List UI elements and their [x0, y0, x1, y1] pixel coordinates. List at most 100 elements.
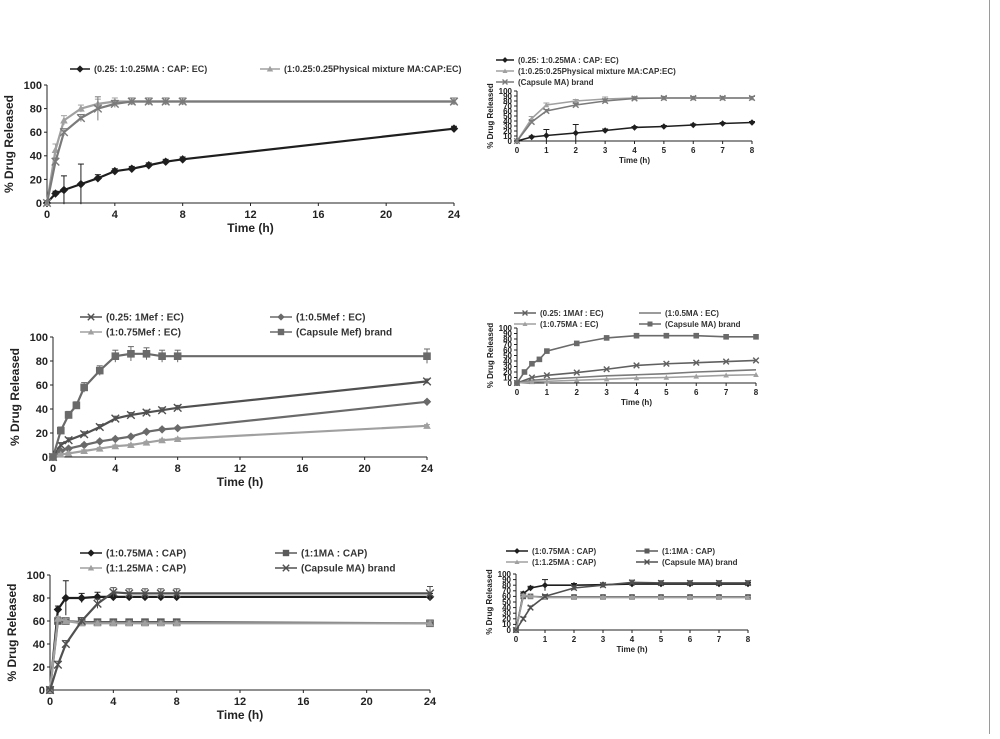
x-tick-label: 1 [544, 146, 549, 155]
data-point [111, 414, 120, 423]
x-tick-label: 16 [312, 209, 324, 221]
data-point [600, 594, 606, 600]
legend-label: (Capsule MA) brand [301, 564, 395, 575]
series-3 [513, 592, 751, 633]
x-tick-label: 8 [174, 696, 180, 708]
x-tick-label: 0 [47, 696, 53, 708]
data-point [748, 94, 756, 102]
data-point [45, 685, 55, 695]
data-point [752, 357, 760, 364]
data-point [572, 101, 580, 109]
x-tick-label: 12 [234, 463, 246, 475]
x-axis-label: Time (h) [619, 156, 650, 165]
data-point [178, 155, 187, 164]
data-point [541, 581, 549, 589]
series-line [516, 97, 752, 142]
data-point [692, 359, 700, 366]
x-tick-label: 0 [44, 209, 50, 221]
series-4 [45, 586, 435, 695]
y-tick-label: 70 [503, 102, 512, 111]
data-point [719, 94, 726, 102]
y-tick-label: 10 [502, 620, 511, 629]
series-line [48, 591, 430, 691]
data-point [449, 97, 459, 106]
x-tick-label: 4 [634, 388, 639, 397]
x-tick-label: 8 [175, 463, 181, 475]
y-tick-label: 40 [502, 603, 511, 612]
series-line [52, 424, 428, 459]
legend-label: (1:0.25:0.25Physical mixture MA:CAP:EC) [518, 67, 676, 76]
data-point [519, 615, 527, 623]
data-point [527, 604, 534, 611]
y-axis-label: % Drug Released [8, 348, 22, 446]
y-tick-label: 40 [36, 404, 48, 416]
x-tick-label: 4 [110, 696, 117, 708]
x-tick-label: 3 [603, 146, 608, 155]
data-point [690, 121, 697, 129]
y-tick-label: 10 [503, 373, 512, 382]
data-point [603, 365, 610, 373]
x-tick-label: 6 [688, 635, 693, 644]
y-tick-label: 30 [503, 122, 512, 131]
y-axis-label: % Drug Released [485, 569, 494, 634]
y-tick-label: 0 [42, 452, 48, 464]
data-point [570, 584, 578, 592]
x-tick-label: 20 [380, 209, 392, 221]
data-point [49, 453, 57, 461]
legend-label: (1:0.75MA : EC) [540, 320, 599, 329]
y-tick-label: 100 [27, 570, 45, 582]
data-point [141, 619, 149, 627]
x-axis-label: Time (h) [227, 221, 273, 235]
right-frame-line [989, 0, 990, 734]
legend: (0.25: 1:0.25MA : CAP: EC) (1:0.25:0.25Ph… [70, 64, 462, 74]
data-point [144, 97, 154, 106]
y-tick-label: 40 [503, 357, 512, 366]
data-point [72, 401, 81, 410]
data-point [172, 589, 181, 598]
y-axis-label: % Drug Released [486, 83, 495, 148]
x-tick-label: 4 [112, 209, 119, 221]
data-point [110, 99, 120, 109]
series-line [46, 127, 455, 204]
series-line [515, 594, 748, 631]
data-point [631, 124, 638, 131]
x-tick-label: 24 [421, 463, 434, 475]
y-tick-label: 20 [502, 615, 511, 624]
data-point [111, 352, 120, 360]
legend: (0.25: 1Mef : EC) (1:0.5Mef : EC) (1:0.75M… [80, 313, 392, 339]
data-point [127, 441, 135, 449]
data-point [61, 593, 71, 603]
x-tick-label: 1 [545, 388, 550, 397]
data-point [660, 94, 668, 102]
data-point [423, 422, 431, 429]
data-point [61, 639, 71, 649]
data-point [543, 132, 550, 139]
data-point [543, 107, 550, 115]
x-tick-label: 8 [754, 388, 759, 397]
data-point [633, 332, 640, 339]
data-point [663, 360, 670, 368]
data-point [753, 334, 759, 340]
data-point [544, 348, 550, 354]
chart-5: 0 20 40 60 80 100 0 4 8 12 16 20 24 Time (h) % Drug Re… [5, 549, 437, 723]
legend-marker [87, 564, 95, 571]
series-4 [49, 346, 431, 461]
series-3 [513, 94, 756, 145]
data-point [748, 119, 756, 126]
series-2 [46, 617, 434, 694]
x-tick-label: 3 [604, 388, 609, 397]
data-point [719, 120, 726, 127]
data-point [161, 97, 171, 106]
legend-label: (0.25: 1:0.25MA : CAP: EC) [94, 64, 207, 74]
y-tick-label: 90 [502, 575, 511, 584]
data-point [513, 137, 521, 145]
y-tick-label: 50 [503, 112, 512, 121]
data-point [527, 593, 534, 599]
y-tick-label: 50 [502, 598, 511, 607]
data-point [663, 374, 670, 380]
data-point [716, 594, 722, 600]
series-1 [512, 579, 752, 634]
legend-label: (1:1.25MA : CAP) [106, 564, 186, 575]
